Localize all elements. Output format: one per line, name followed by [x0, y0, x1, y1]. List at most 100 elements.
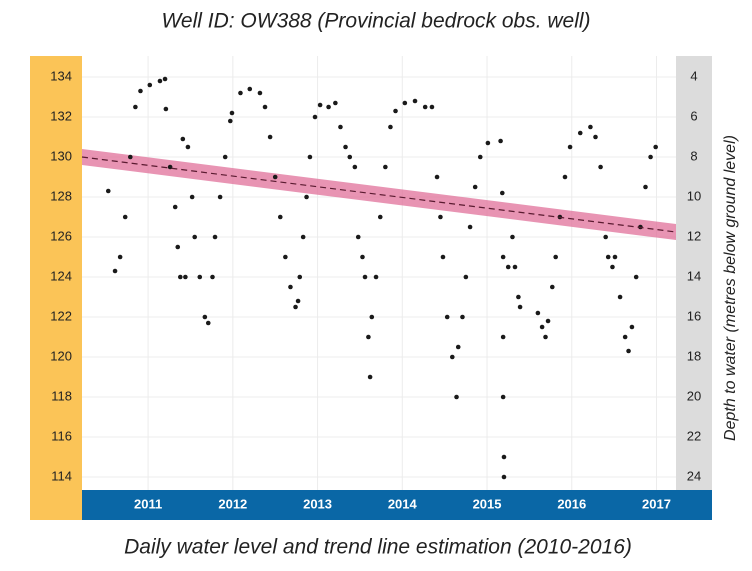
data-point — [192, 234, 197, 240]
data-point — [373, 274, 379, 280]
data-point — [617, 294, 623, 300]
y-tick-label: 128 — [50, 188, 72, 203]
trend-band — [82, 149, 676, 240]
data-point — [217, 194, 223, 200]
data-point — [653, 144, 658, 150]
data-point — [577, 130, 583, 136]
data-point — [412, 98, 418, 104]
data-point — [512, 264, 518, 270]
data-point — [444, 314, 450, 320]
y-tick-label: 116 — [51, 428, 72, 443]
data-point — [543, 334, 548, 340]
data-point — [629, 324, 635, 330]
x-tick-label: 2013 — [303, 496, 332, 511]
y-tick-label: 118 — [51, 388, 72, 403]
data-point — [539, 324, 545, 330]
data-point — [593, 134, 598, 140]
data-point — [603, 234, 608, 240]
data-point — [338, 124, 343, 130]
data-point — [283, 254, 288, 260]
data-point — [257, 90, 263, 96]
y-tick-label: 132 — [50, 108, 72, 123]
data-point — [383, 164, 388, 170]
data-point — [147, 82, 153, 88]
data-point — [238, 90, 243, 96]
data-point — [333, 100, 338, 106]
data-point — [500, 394, 506, 400]
data-point — [175, 244, 181, 250]
data-point — [549, 284, 555, 290]
data-point — [127, 154, 133, 160]
data-point — [262, 104, 268, 110]
data-point — [277, 214, 283, 220]
data-point — [460, 314, 465, 320]
x-tick-label: 2014 — [388, 496, 418, 511]
data-point — [553, 254, 558, 260]
data-point — [227, 118, 233, 124]
data-point — [440, 254, 446, 260]
data-point — [510, 234, 515, 240]
data-point — [454, 394, 459, 400]
data-point — [501, 474, 507, 480]
data-point — [326, 104, 331, 110]
data-point — [498, 138, 503, 144]
data-point — [205, 320, 211, 326]
data-point — [162, 76, 168, 82]
data-point — [122, 214, 128, 220]
left-axis-strip — [30, 56, 82, 520]
y-tick-label: 134 — [50, 68, 72, 83]
y2-tick-label: 14 — [687, 268, 701, 283]
data-point — [449, 354, 455, 360]
y2-tick-label: 18 — [687, 348, 701, 363]
data-point — [183, 274, 188, 280]
y2-axis-label: Depth to water (metres below ground leve… — [722, 135, 739, 441]
x-tick-label: 2017 — [642, 496, 671, 511]
x-tick-label: 2011 — [134, 496, 162, 511]
data-point — [105, 188, 111, 194]
data-point — [307, 154, 313, 160]
y2-tick-label: 20 — [687, 388, 701, 403]
y2-tick-label: 12 — [687, 228, 701, 243]
data-point — [598, 164, 603, 170]
data-point — [500, 254, 506, 260]
data-point — [588, 124, 593, 130]
data-point — [393, 108, 398, 114]
data-point — [438, 214, 443, 220]
data-point — [388, 124, 393, 130]
data-point — [500, 334, 506, 340]
y2-tick-label: 4 — [690, 68, 697, 83]
data-point — [612, 254, 618, 260]
data-point — [117, 254, 123, 260]
data-point — [605, 254, 611, 260]
data-point — [402, 100, 408, 106]
data-point — [429, 104, 435, 110]
data-point — [362, 274, 368, 280]
data-point — [189, 194, 195, 200]
data-point — [167, 164, 173, 170]
y-tick-label: 120 — [50, 348, 72, 363]
data-point — [222, 154, 228, 160]
data-point — [212, 234, 218, 240]
data-point — [133, 104, 138, 110]
data-point — [185, 144, 191, 150]
y2-tick-label: 10 — [687, 188, 701, 203]
y2-tick-label: 6 — [690, 108, 697, 123]
data-point — [422, 104, 428, 110]
data-point — [304, 194, 309, 200]
data-point — [499, 190, 505, 196]
data-point — [267, 134, 273, 140]
data-point — [355, 234, 361, 240]
data-point — [343, 144, 348, 150]
data-point — [505, 264, 511, 270]
data-point — [472, 184, 478, 190]
data-point — [377, 214, 383, 220]
data-point — [477, 154, 483, 160]
data-point — [347, 154, 353, 160]
x-tick-label: 2015 — [473, 496, 502, 511]
y-tick-label: 124 — [50, 268, 72, 283]
data-point — [517, 304, 523, 310]
y2-tick-label: 16 — [687, 308, 701, 323]
data-point — [516, 294, 521, 300]
plot-area — [82, 56, 676, 490]
